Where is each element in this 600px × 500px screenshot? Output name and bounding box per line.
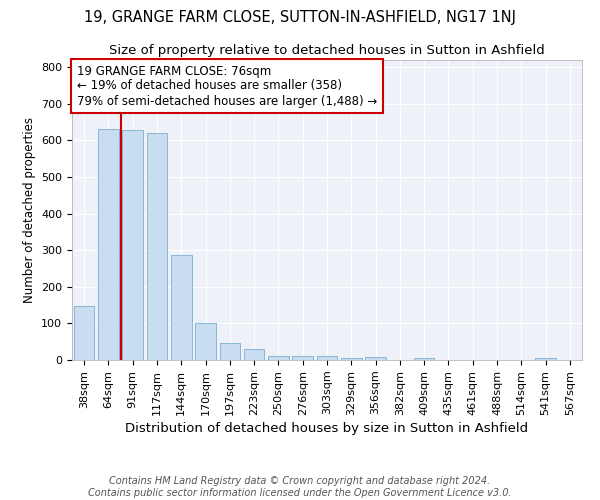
Bar bbox=[317, 356, 337, 360]
X-axis label: Distribution of detached houses by size in Sutton in Ashfield: Distribution of detached houses by size … bbox=[125, 422, 529, 435]
Bar bbox=[341, 358, 362, 360]
Bar bbox=[171, 255, 191, 360]
Bar bbox=[98, 129, 119, 360]
Bar bbox=[268, 356, 289, 360]
Bar bbox=[292, 356, 313, 360]
Text: Contains HM Land Registry data © Crown copyright and database right 2024.
Contai: Contains HM Land Registry data © Crown c… bbox=[88, 476, 512, 498]
Bar bbox=[146, 133, 167, 360]
Bar bbox=[122, 130, 143, 360]
Y-axis label: Number of detached properties: Number of detached properties bbox=[23, 117, 35, 303]
Bar bbox=[414, 358, 434, 360]
Bar bbox=[220, 343, 240, 360]
Text: 19 GRANGE FARM CLOSE: 76sqm
← 19% of detached houses are smaller (358)
79% of se: 19 GRANGE FARM CLOSE: 76sqm ← 19% of det… bbox=[77, 64, 377, 108]
Bar bbox=[365, 358, 386, 360]
Bar bbox=[74, 306, 94, 360]
Text: 19, GRANGE FARM CLOSE, SUTTON-IN-ASHFIELD, NG17 1NJ: 19, GRANGE FARM CLOSE, SUTTON-IN-ASHFIEL… bbox=[84, 10, 516, 25]
Title: Size of property relative to detached houses in Sutton in Ashfield: Size of property relative to detached ho… bbox=[109, 44, 545, 58]
Bar bbox=[535, 358, 556, 360]
Bar bbox=[244, 349, 265, 360]
Bar bbox=[195, 324, 216, 360]
